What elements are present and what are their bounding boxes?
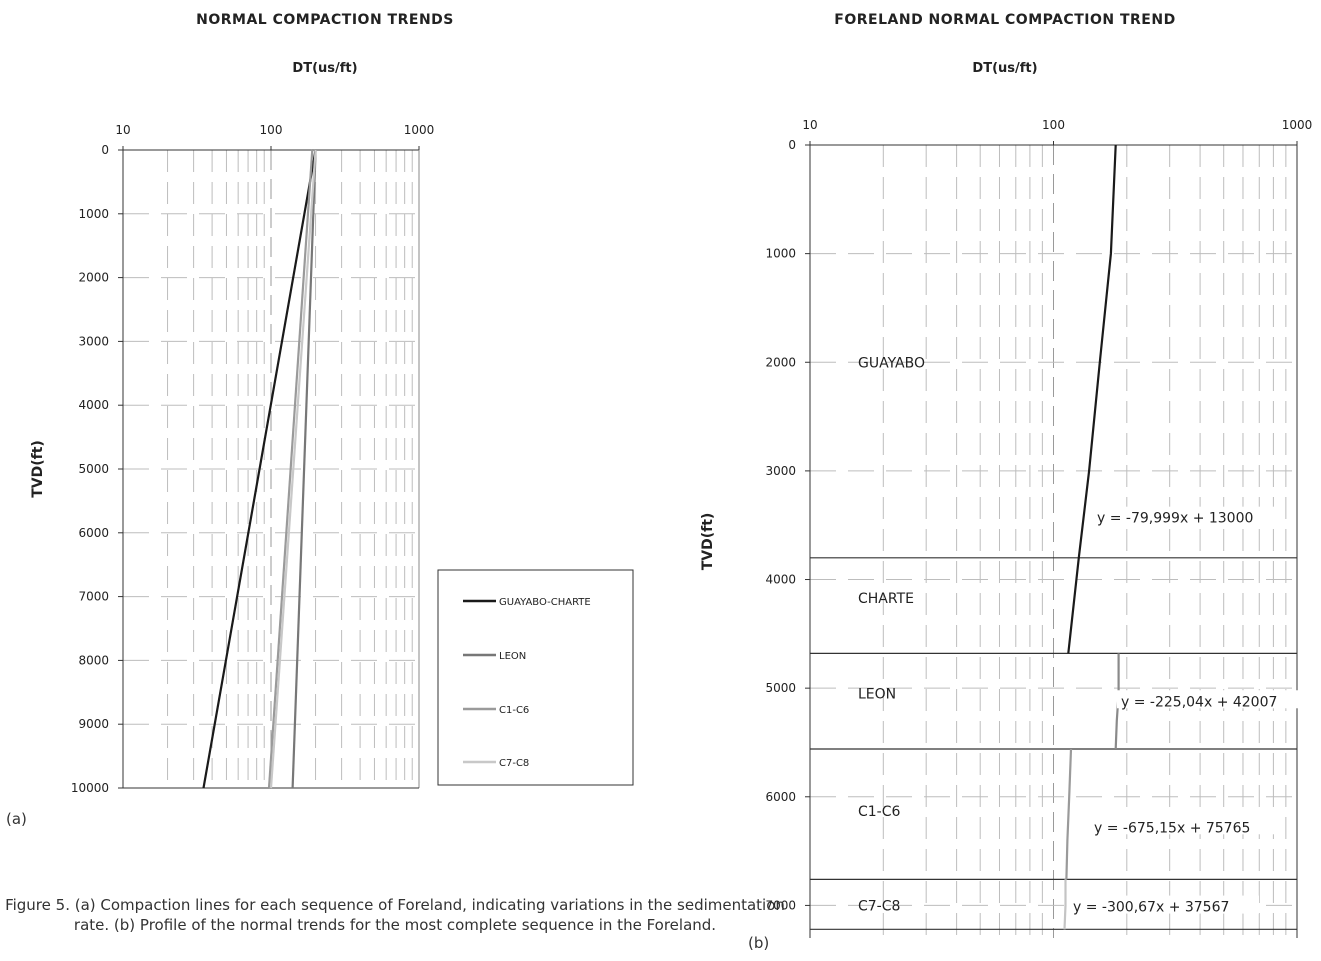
panel-a-y-tick-label: 5000	[78, 462, 109, 476]
panel-b-y-tick-label: 1000	[765, 247, 796, 261]
panel-b-y-tick-label: 7000	[765, 898, 796, 912]
panel-a-series-leon	[291, 149, 317, 789]
legend-item-label: C1-C6	[499, 705, 529, 716]
panel-b-trend-equation: y = -79,999x + 13000	[1097, 511, 1253, 527]
panel-b-x-tick-label: 1000	[1282, 118, 1313, 132]
panel-a-y-tick-label: 2000	[78, 271, 109, 285]
panel-b-x-tick-label: 10	[802, 118, 817, 132]
panel-b-y-tick-label: 4000	[765, 573, 796, 587]
panel-b-y-tick-label: 6000	[765, 790, 796, 804]
panel-b-equation-bg	[1069, 895, 1259, 914]
panel-b-zone-label: GUAYABO	[858, 355, 925, 371]
panel-b-series-c1-c6	[1065, 748, 1073, 880]
legend-item-label: LEON	[499, 651, 526, 662]
panel-a-legend	[437, 569, 634, 786]
legend-item-label: GUAYABO-CHARTE	[499, 597, 591, 608]
panel-a-label: (a)	[6, 810, 27, 828]
panel-a-x-tick-label: 10	[115, 123, 130, 137]
panel-a-y-tick-label: 8000	[78, 653, 109, 667]
panel-b-equation-bg	[1117, 690, 1307, 709]
panel-b-y-tick-label: 0	[788, 138, 796, 152]
panel-a-x-axis-label: DT(us/ft)	[292, 61, 357, 76]
panel-b-y-tick-label: 5000	[765, 681, 796, 695]
panel-a-y-tick-label: 1000	[78, 207, 109, 221]
panel-b-zone-label: C1-C6	[858, 804, 901, 820]
panel-b-x-tick-label: 100	[1042, 118, 1065, 132]
panel-a-y-tick-label: 4000	[78, 398, 109, 412]
legend-item-label: C7-C8	[499, 758, 529, 769]
panel-b-equation-bg	[1093, 506, 1283, 525]
figure-caption: Figure 5. (a) Compaction lines for each …	[5, 896, 785, 934]
panel-b-x-axis-label: DT(us/ft)	[972, 61, 1037, 76]
panel-a-y-tick-label: 6000	[78, 526, 109, 540]
panel-a-x-tick-label: 100	[260, 123, 283, 137]
panel-b-label: (b)	[748, 934, 770, 952]
panel-a-y-tick-label: 10000	[71, 781, 109, 795]
panel-a-title: NORMAL COMPACTION TRENDS	[196, 12, 454, 28]
panel-a-series-c7-c8	[269, 149, 317, 789]
panel-b-zone-label: LEON	[858, 687, 896, 703]
panel-b-zone-label: C7-C8	[858, 898, 900, 914]
panel-b-y-axis-label: TVD(ft)	[700, 513, 716, 571]
panel-a-y-tick-label: 9000	[78, 717, 109, 731]
panel-a-y-tick-label: 0	[101, 143, 109, 157]
panel-b-trend-equation: y = -225,04x + 42007	[1121, 694, 1277, 710]
panel-b-y-tick-label: 3000	[765, 464, 796, 478]
panel-b-trend-equation: y = -300,67x + 37567	[1073, 900, 1229, 916]
panel-a-series-guayabo-charte	[202, 149, 317, 789]
panel-a-y-tick-label: 7000	[78, 590, 109, 604]
panel-b-series-c7-c8	[1063, 879, 1067, 930]
panel-b-zone-label: CHARTE	[858, 591, 914, 607]
panel-a-y-axis-label: TVD(ft)	[30, 440, 46, 498]
panel-a-series-c1-c6	[267, 149, 314, 789]
panel-b-title: FORELAND NORMAL COMPACTION TREND	[834, 12, 1175, 28]
panel-b-y-tick-label: 2000	[765, 355, 796, 369]
panel-a-y-tick-label: 3000	[78, 334, 109, 348]
panel-b-equation-bg	[1090, 816, 1280, 835]
panel-b-trend-equation: y = -675,15x + 75765	[1094, 820, 1250, 836]
panel-b-series-guayabo-charte	[1067, 144, 1117, 654]
panel-a-x-tick-label: 1000	[404, 123, 435, 137]
